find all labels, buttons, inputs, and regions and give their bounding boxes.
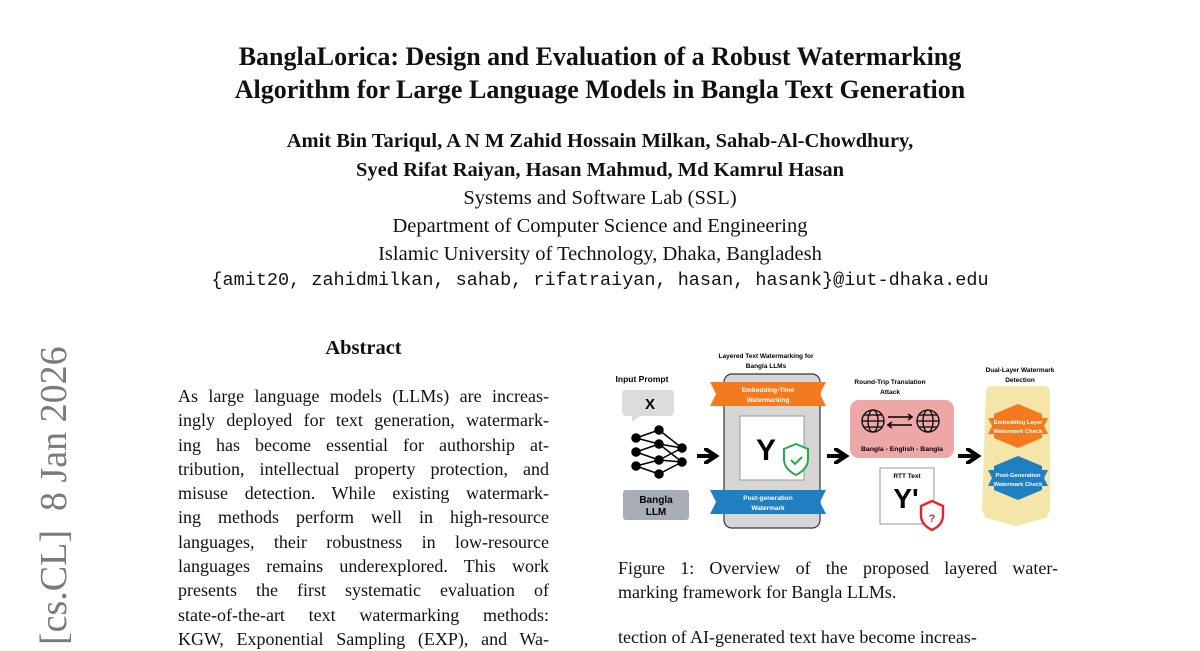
svg-text:Bangla LLMs: Bangla LLMs <box>746 363 787 370</box>
svg-text:Layered Text Watermarking for: Layered Text Watermarking for <box>719 353 814 360</box>
abstract-body: As large language models (LLMs) are incr… <box>178 384 549 651</box>
bangla-llm-box <box>623 490 689 520</box>
post-generation-banner <box>710 490 826 514</box>
affiliation: Systems and Software Lab (SSL) Departmen… <box>378 187 822 265</box>
abstract-line: languages remains underexplored. This wo… <box>178 556 549 577</box>
svg-text:Watermarking: Watermarking <box>746 397 789 404</box>
svg-text:Post-Generation: Post-Generation <box>995 473 1041 479</box>
author-emails: {amit20, zahidmilkan, sahab, rifatraiyan… <box>211 270 989 291</box>
arxiv-side-stamp: [cs.CL] 8 Jan 2026 <box>33 346 75 645</box>
author-list: Amit Bin Tariqul, A N M Zahid Hossain Mi… <box>286 130 914 181</box>
abstract-heading: Abstract <box>325 337 402 359</box>
svg-text:Detection: Detection <box>1005 377 1035 384</box>
embedding-check-badge <box>988 404 1048 448</box>
svg-text:Embedding-Time: Embedding-Time <box>742 387 795 394</box>
svg-text:Watermark Check: Watermark Check <box>994 429 1044 435</box>
abstract-line: misuse detection. While existing waterma… <box>178 483 549 504</box>
svg-text:?: ? <box>929 513 936 525</box>
svg-text:Watermark: Watermark <box>751 505 785 512</box>
globe-icon <box>861 409 940 433</box>
shield-question-icon <box>919 499 945 532</box>
neural-network-icon <box>631 425 687 479</box>
svg-text:Watermark Check: Watermark Check <box>994 482 1044 488</box>
svg-text:X: X <box>645 396 655 413</box>
svg-text:Y': Y' <box>893 483 918 514</box>
svg-text:Y: Y <box>756 434 776 467</box>
post-generation-check-badge <box>988 456 1048 500</box>
svg-text:Attack: Attack <box>880 389 900 396</box>
input-prompt-label: Input Prompt <box>616 374 669 384</box>
speech-bubble-icon <box>622 390 674 422</box>
embedding-time-banner <box>710 382 826 406</box>
abstract-line: presents the first systematic evaluation… <box>178 580 549 601</box>
figure-caption: Figure 1: Overview of the proposed layer… <box>618 558 1058 602</box>
body-text: tection of AI-generated text have become… <box>618 627 977 647</box>
svg-text:Round-Trip Translation: Round-Trip Translation <box>854 379 925 386</box>
svg-text:LLM: LLM <box>646 507 667 518</box>
abstract-line: tribution, intellectual property protect… <box>178 458 549 479</box>
svg-text:Bangla: Bangla <box>639 495 673 506</box>
abstract-line: ing has become essential for authorship … <box>178 434 549 455</box>
abstract-line: ingly deployed for text generation, wate… <box>178 410 549 431</box>
svg-text:Bangla - English - Bangla: Bangla - English - Bangla <box>861 446 943 453</box>
abstract-line: As large language models (LLMs) are incr… <box>178 386 549 406</box>
abstract-line: ing methods perform well in high-resourc… <box>178 507 549 528</box>
shield-check-icon <box>783 442 809 477</box>
svg-text:Dual-Layer Watermark: Dual-Layer Watermark <box>986 367 1055 374</box>
svg-text:Embedding Layer: Embedding Layer <box>994 420 1043 426</box>
svg-text:Post-generation: Post-generation <box>743 495 793 502</box>
abstract-line: KGW, Exponential Sampling (EXP), and Wa- <box>178 628 549 649</box>
figure-1-diagram: Input Prompt X Bangla LLM Layered Text W… <box>616 353 1055 532</box>
paper-title: BanglaLorica: Design and Evaluation of a… <box>234 42 966 104</box>
svg-text:RTT Text: RTT Text <box>893 473 921 480</box>
abstract-line: languages, their robustness in low-resou… <box>178 531 549 552</box>
abstract-line: state-of-the-art text watermarking metho… <box>178 604 549 625</box>
